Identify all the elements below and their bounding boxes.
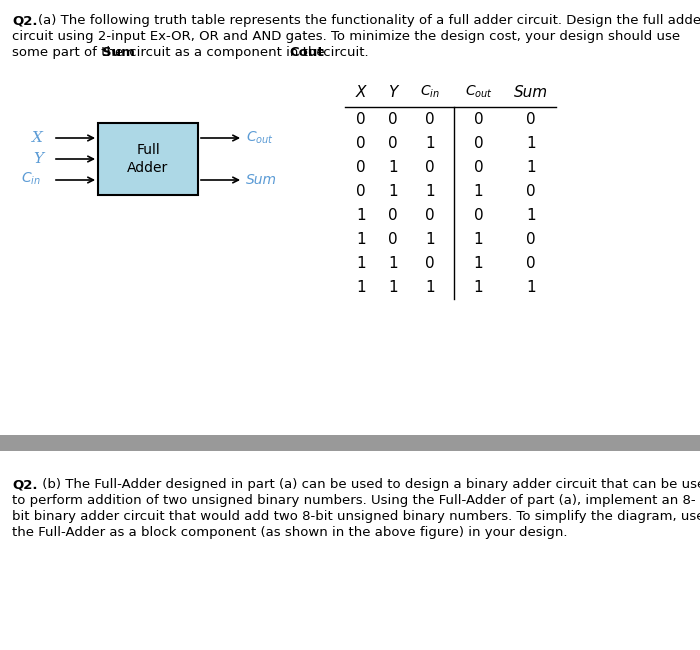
Text: 1: 1 xyxy=(356,255,366,270)
Text: 0: 0 xyxy=(425,159,435,174)
Text: 0: 0 xyxy=(356,112,366,127)
Text: 0: 0 xyxy=(356,135,366,151)
Text: 1: 1 xyxy=(425,183,435,198)
Text: some part of the: some part of the xyxy=(12,46,127,59)
Text: 1: 1 xyxy=(356,207,366,222)
Text: 0: 0 xyxy=(425,207,435,222)
Text: 0: 0 xyxy=(526,255,536,270)
Text: 1: 1 xyxy=(526,159,536,174)
Text: 0: 0 xyxy=(356,183,366,198)
Text: circuit.: circuit. xyxy=(319,46,369,59)
Bar xyxy=(98,123,198,195)
Text: 0: 0 xyxy=(474,112,483,127)
Text: Y: Y xyxy=(33,152,43,166)
Text: $C_{in}$: $C_{in}$ xyxy=(420,84,440,100)
Text: X: X xyxy=(32,131,43,145)
Text: 1: 1 xyxy=(425,280,435,294)
Text: 1: 1 xyxy=(474,280,483,294)
Text: Sum: Sum xyxy=(514,85,548,100)
Text: circuit as a component in the: circuit as a component in the xyxy=(125,46,329,59)
Text: 0: 0 xyxy=(474,207,483,222)
Text: 1: 1 xyxy=(389,280,398,294)
Text: 1: 1 xyxy=(425,231,435,246)
Text: 1: 1 xyxy=(425,135,435,151)
Text: 1: 1 xyxy=(389,183,398,198)
Text: (a) The following truth table represents the functionality of a full adder circu: (a) The following truth table represents… xyxy=(38,14,700,27)
Text: Q2.: Q2. xyxy=(12,478,38,491)
Text: (b) The Full-Adder designed in part (a) can be used to design a binary adder cir: (b) The Full-Adder designed in part (a) … xyxy=(38,478,700,491)
Text: 0: 0 xyxy=(356,159,366,174)
Text: 0: 0 xyxy=(526,231,536,246)
Text: 0: 0 xyxy=(526,183,536,198)
Text: Cout: Cout xyxy=(289,46,323,59)
Text: 1: 1 xyxy=(389,159,398,174)
Text: X: X xyxy=(356,85,366,100)
Text: 1: 1 xyxy=(389,255,398,270)
Text: 0: 0 xyxy=(389,112,398,127)
Text: 0: 0 xyxy=(389,135,398,151)
Text: Sum: Sum xyxy=(246,173,277,187)
Text: 1: 1 xyxy=(356,280,366,294)
Text: Full
Adder: Full Adder xyxy=(127,144,169,175)
Text: 0: 0 xyxy=(389,231,398,246)
Text: 0: 0 xyxy=(526,112,536,127)
Text: Q2.: Q2. xyxy=(12,14,38,27)
Text: $C_{out}$: $C_{out}$ xyxy=(465,84,493,100)
Text: 0: 0 xyxy=(389,207,398,222)
Text: the Full-Adder as a block component (as shown in the above figure) in your desig: the Full-Adder as a block component (as … xyxy=(12,526,568,539)
Text: 0: 0 xyxy=(425,112,435,127)
Text: $C_{in}$: $C_{in}$ xyxy=(21,171,41,187)
Text: 1: 1 xyxy=(474,255,483,270)
Text: 1: 1 xyxy=(526,207,536,222)
Text: 1: 1 xyxy=(526,280,536,294)
Text: 0: 0 xyxy=(474,159,483,174)
Text: Y: Y xyxy=(389,85,398,100)
Text: 1: 1 xyxy=(474,183,483,198)
Bar xyxy=(0,435,700,451)
Text: 0: 0 xyxy=(425,255,435,270)
Text: 0: 0 xyxy=(474,135,483,151)
Text: 1: 1 xyxy=(526,135,536,151)
Text: circuit using 2-input Ex-OR, OR and AND gates. To minimize the design cost, your: circuit using 2-input Ex-OR, OR and AND … xyxy=(12,30,680,43)
Text: 1: 1 xyxy=(356,231,366,246)
Text: bit binary adder circuit that would add two 8-bit unsigned binary numbers. To si: bit binary adder circuit that would add … xyxy=(12,510,700,523)
Text: Sum: Sum xyxy=(102,46,135,59)
Text: $C_{out}$: $C_{out}$ xyxy=(246,130,274,146)
Text: to perform addition of two unsigned binary numbers. Using the Full-Adder of part: to perform addition of two unsigned bina… xyxy=(12,494,696,507)
Text: 1: 1 xyxy=(474,231,483,246)
